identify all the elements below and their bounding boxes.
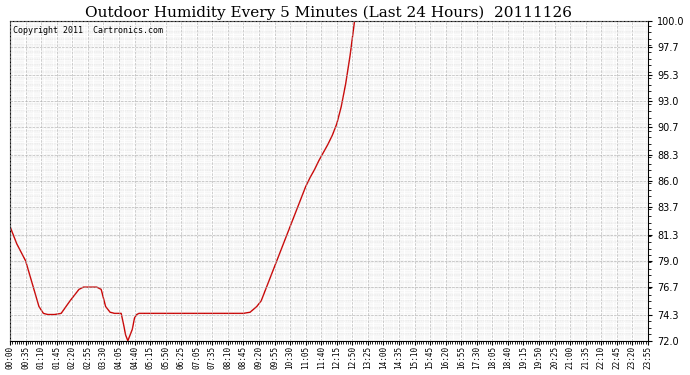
Title: Outdoor Humidity Every 5 Minutes (Last 24 Hours)  20111126: Outdoor Humidity Every 5 Minutes (Last 2…	[86, 6, 573, 20]
Text: Copyright 2011  Cartronics.com: Copyright 2011 Cartronics.com	[13, 26, 164, 35]
